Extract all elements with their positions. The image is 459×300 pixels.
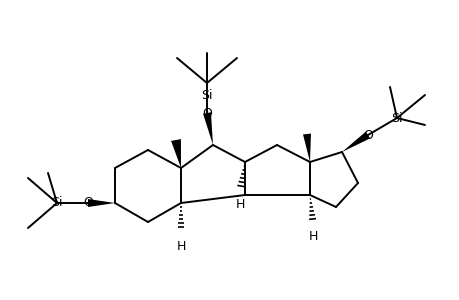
Text: H: H xyxy=(176,239,185,253)
Text: H: H xyxy=(308,230,317,244)
Polygon shape xyxy=(202,112,213,145)
Polygon shape xyxy=(171,139,180,168)
Text: O: O xyxy=(83,196,93,209)
Text: O: O xyxy=(202,106,212,119)
Polygon shape xyxy=(341,132,369,152)
Text: Si: Si xyxy=(201,88,212,101)
Text: Si: Si xyxy=(51,196,62,209)
Text: Si: Si xyxy=(391,112,402,124)
Text: O: O xyxy=(362,128,372,142)
Polygon shape xyxy=(88,199,115,207)
Polygon shape xyxy=(302,134,310,162)
Text: H: H xyxy=(235,197,244,211)
